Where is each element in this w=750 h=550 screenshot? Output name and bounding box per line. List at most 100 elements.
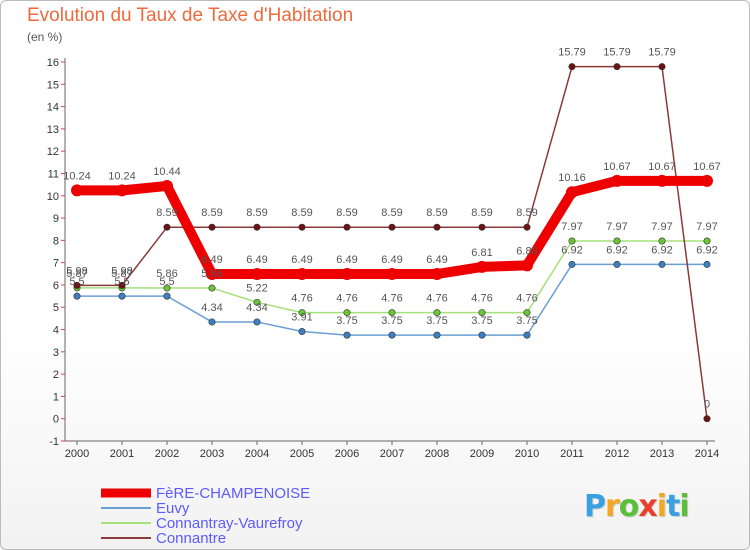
data-point [523, 223, 531, 231]
data-point [298, 223, 306, 231]
data-point [611, 174, 623, 187]
data-label: 7.97 [561, 221, 582, 233]
data-label: 7.97 [696, 221, 717, 233]
data-point [163, 223, 171, 231]
data-label: 8.59 [156, 207, 177, 219]
data-label: 8.59 [291, 207, 312, 219]
y-tick-label: 13 [47, 124, 59, 136]
data-label: 4.76 [336, 293, 357, 305]
brand-letter: t [666, 489, 680, 524]
data-label: 15.79 [648, 47, 676, 59]
data-label: 15.79 [558, 47, 586, 59]
data-point [658, 260, 666, 268]
data-point [656, 174, 668, 187]
data-point [433, 223, 441, 231]
y-tick-label: 7 [53, 258, 59, 270]
data-label: 10.67 [693, 161, 721, 173]
data-label: 6.49 [246, 254, 267, 266]
data-label: 4.34 [246, 302, 267, 314]
data-point [476, 260, 488, 273]
brand-letter: i [679, 489, 689, 524]
data-point [388, 309, 396, 317]
x-tick-label: 2009 [470, 448, 494, 460]
data-label: 5.5 [114, 276, 129, 288]
legend-label: Connantray-Vaurefroy [156, 515, 303, 532]
data-point [73, 281, 81, 289]
data-point [386, 268, 398, 281]
data-point [478, 331, 486, 339]
data-point [568, 260, 576, 268]
data-label: 4.76 [471, 293, 492, 305]
chart-title: Evolution du Taux de Taxe d'Habitation [27, 5, 354, 26]
data-point [433, 309, 441, 317]
series-line [76, 65, 708, 420]
data-label: 5.98 [111, 265, 132, 277]
data-label: 3.75 [381, 315, 402, 327]
data-label: 5.86 [201, 268, 222, 280]
data-point [703, 415, 711, 423]
x-tick-label: 2012 [605, 448, 629, 460]
data-label: 5.98 [66, 265, 87, 277]
data-label: 8.59 [471, 207, 492, 219]
data-label: 8.59 [336, 207, 357, 219]
data-label: 4.76 [426, 293, 447, 305]
data-label: 8.59 [201, 207, 222, 219]
y-tick-label: 9 [53, 213, 59, 225]
data-point [298, 309, 306, 317]
data-label: 10.16 [558, 172, 586, 184]
data-point [658, 63, 666, 71]
y-tick-label: 14 [47, 102, 59, 114]
data-point [118, 292, 126, 300]
y-tick-label: 10 [47, 191, 59, 203]
y-tick-label: -1 [49, 436, 59, 448]
data-point [701, 174, 713, 187]
data-label: 5.87 [66, 268, 87, 280]
data-point [568, 237, 576, 245]
data-label: 6.49 [426, 254, 447, 266]
data-label: 10.44 [153, 166, 181, 178]
brand-letter: x [638, 489, 657, 524]
y-tick-label: 5 [53, 302, 59, 314]
data-point [73, 292, 81, 300]
data-point [161, 179, 173, 192]
data-label: 6.92 [651, 244, 672, 256]
x-tick-label: 2010 [515, 448, 539, 460]
data-label: 6.49 [336, 254, 357, 266]
data-label: 4.76 [381, 293, 402, 305]
data-label: 6.92 [561, 244, 582, 256]
y-tick-label: 4 [53, 325, 59, 337]
chart-subtitle: (en %) [27, 30, 63, 44]
y-tick-label: 15 [47, 79, 59, 91]
data-label: 10.24 [63, 170, 91, 182]
x-tick-label: 2001 [110, 448, 134, 460]
data-label: 5.87 [111, 268, 132, 280]
data-point [251, 268, 263, 281]
data-point [341, 268, 353, 281]
data-point [566, 186, 578, 199]
data-point [523, 309, 531, 317]
data-label: 15.79 [603, 47, 631, 59]
x-tick-label: 2005 [290, 448, 314, 460]
x-tick-label: 2011 [560, 448, 584, 460]
data-label: 10.67 [648, 161, 676, 173]
data-point [703, 260, 711, 268]
data-point [343, 309, 351, 317]
data-label: 6.92 [606, 244, 627, 256]
brand-letter: r [605, 489, 620, 524]
data-label: 3.75 [336, 315, 357, 327]
data-label: 6.88 [516, 245, 537, 257]
data-label: 7.97 [606, 221, 627, 233]
data-point [208, 284, 216, 292]
brand-logo: Proxiti [584, 489, 690, 524]
data-label: 3.75 [471, 315, 492, 327]
data-label: 3.91 [291, 312, 312, 324]
data-point [613, 63, 621, 71]
data-label: 10.67 [603, 161, 631, 173]
data-label: 3.75 [516, 315, 537, 327]
data-label: 5.22 [246, 282, 267, 294]
data-point [116, 184, 128, 197]
data-point [253, 318, 261, 326]
x-tick-label: 2008 [425, 448, 449, 460]
